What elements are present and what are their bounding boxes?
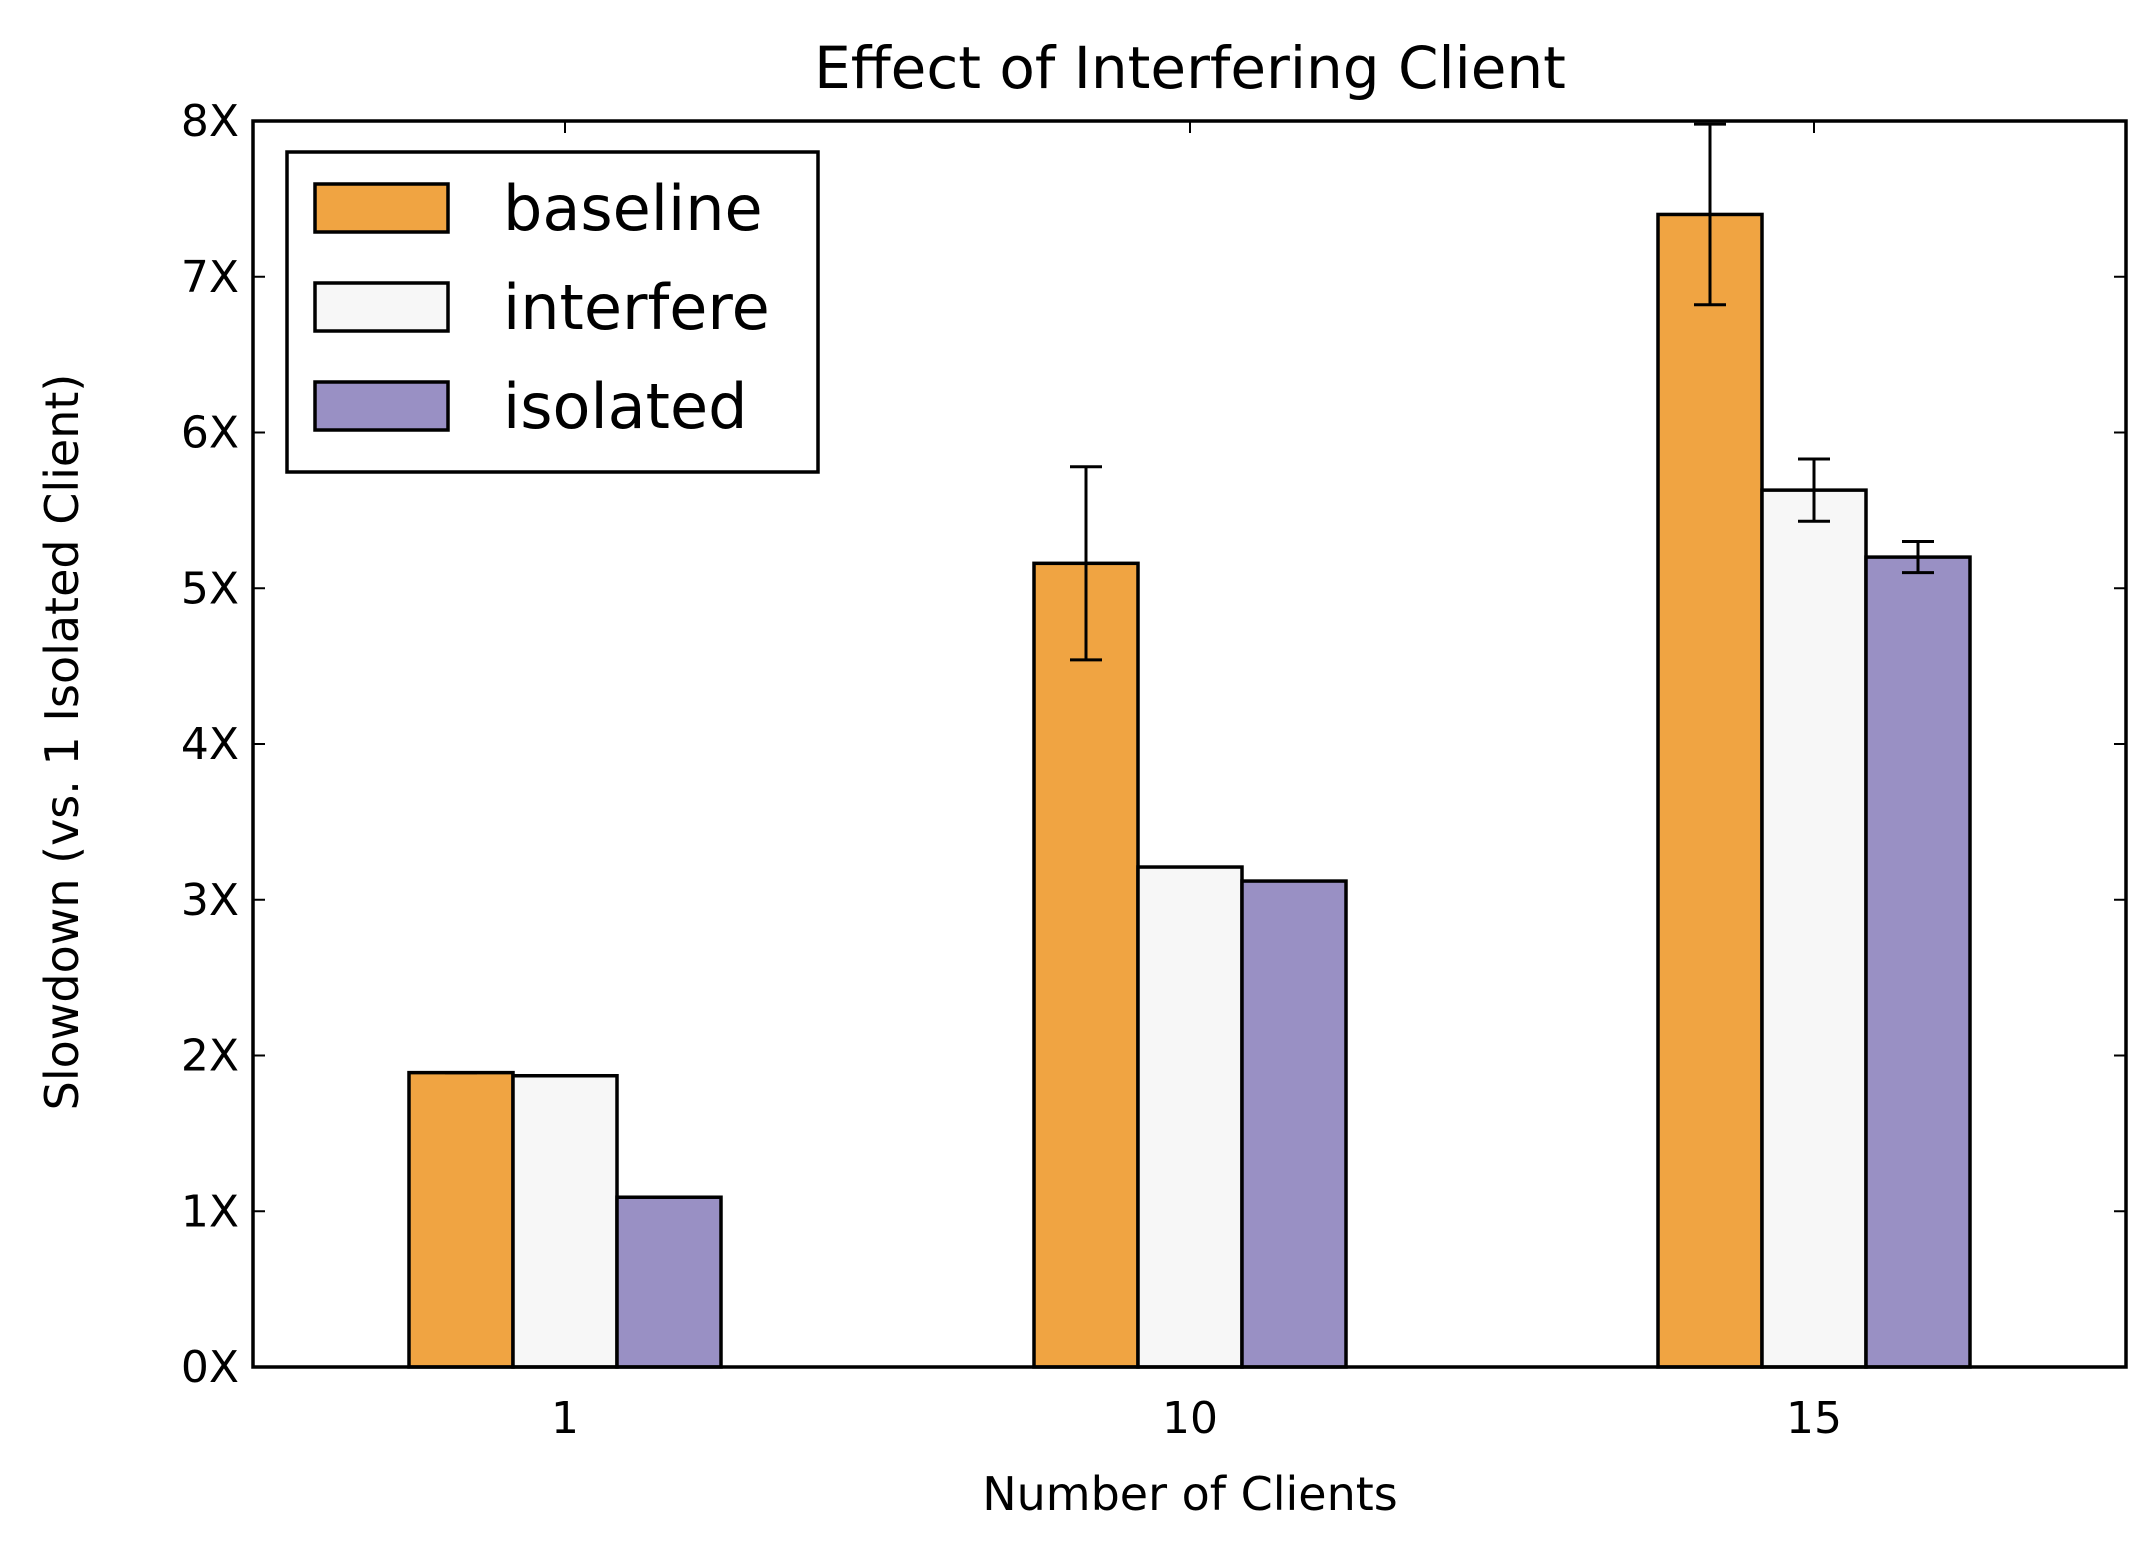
bar-baseline <box>1032 561 1140 1369</box>
legend-swatch-baseline <box>313 182 450 234</box>
bar-isolated <box>615 1195 723 1369</box>
bar-isolated <box>1240 879 1348 1369</box>
x-tick-labels: 1 10 15 <box>551 1393 1842 1444</box>
x-tick-label: 10 <box>1162 1393 1218 1444</box>
legend-swatch-isolated <box>313 380 450 432</box>
y-tick-labels: 0X 1X 2X 3X 4X 5X 6X 7X 8X <box>181 96 239 1393</box>
bar-baseline <box>407 1070 515 1369</box>
legend-label-interfere: interfere <box>503 271 770 344</box>
y-tick-label: 5X <box>181 563 239 614</box>
bar-isolated <box>1864 555 1972 1369</box>
x-axis-label: Number of Clients <box>982 1467 1398 1521</box>
bar-baseline <box>1656 212 1764 1369</box>
y-tick-label: 1X <box>181 1186 239 1237</box>
error-bars <box>445 122 1934 1199</box>
y-tick-label: 2X <box>181 1031 239 1082</box>
legend-label-isolated: isolated <box>503 370 748 443</box>
bar-interfere <box>1760 488 1868 1369</box>
y-tick-label: 8X <box>181 96 239 147</box>
x-tick-label: 1 <box>551 1393 579 1444</box>
y-tick-label: 7X <box>181 252 239 303</box>
y-tick-label: 4X <box>181 719 239 770</box>
legend: baseline interfere isolated <box>285 150 820 474</box>
plot-frame <box>251 119 2128 1369</box>
y-axis-label: Slowdown (vs. 1 Isolated Client) <box>35 374 89 1111</box>
legend-label-baseline: baseline <box>503 172 763 245</box>
y-tick-label: 0X <box>181 1342 239 1393</box>
chart-title: Effect of Interfering Client <box>814 34 1566 102</box>
legend-swatch-interfere <box>313 281 450 333</box>
bar-interfere <box>511 1073 619 1369</box>
bar-interfere <box>1136 865 1244 1369</box>
y-tick-label: 6X <box>181 408 239 459</box>
x-tick-label: 15 <box>1786 1393 1842 1444</box>
bars <box>407 212 1972 1369</box>
y-tick-label: 3X <box>181 875 239 926</box>
